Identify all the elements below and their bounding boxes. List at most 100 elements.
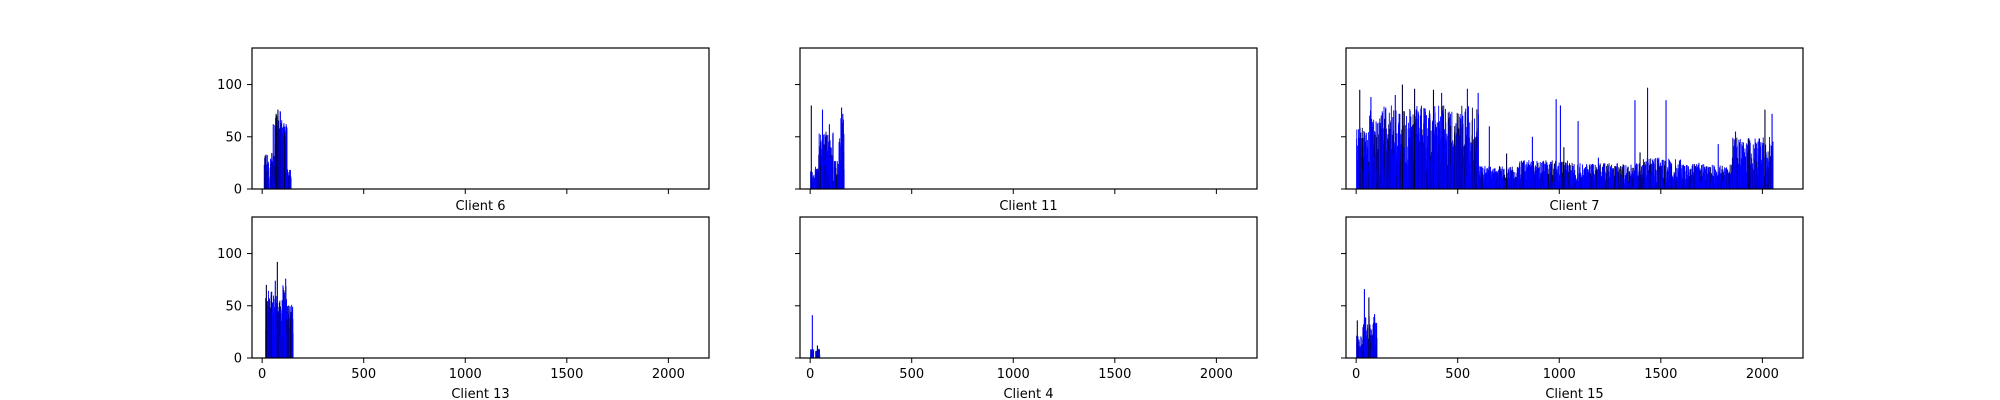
- bar: [1510, 167, 1512, 189]
- y-tick-label: 50: [225, 299, 242, 314]
- bar: [1752, 144, 1754, 189]
- bar: [1373, 119, 1375, 189]
- bar: [1525, 164, 1527, 189]
- x-tick-label: 1500: [550, 367, 583, 382]
- x-tick-label: 1500: [1644, 367, 1677, 382]
- bar: [1378, 122, 1380, 189]
- bar-spike: [1577, 121, 1579, 189]
- bar: [1623, 166, 1625, 189]
- bar: [1714, 166, 1715, 189]
- bar: [813, 349, 815, 358]
- bar: [1655, 170, 1657, 189]
- bar-spike: [1634, 100, 1636, 189]
- bar-spike: [821, 109, 824, 189]
- bar: [1745, 143, 1747, 189]
- bar: [1709, 171, 1711, 189]
- bar: [1429, 119, 1431, 189]
- bar: [1594, 164, 1596, 189]
- x-tick-label: 500: [1445, 367, 1470, 382]
- bar: [1365, 318, 1367, 358]
- bar-spike: [1359, 89, 1361, 189]
- bar: [1497, 176, 1499, 189]
- bar: [1675, 165, 1677, 189]
- bar: [819, 354, 821, 358]
- bar: [1367, 132, 1369, 189]
- bar: [1719, 165, 1721, 189]
- bar-spike: [1414, 88, 1416, 189]
- y-tick-label: 0: [234, 352, 242, 367]
- y-tick-label: 0: [234, 183, 242, 198]
- bar: [1446, 136, 1448, 189]
- bar: [1425, 111, 1426, 189]
- bar: [1671, 163, 1673, 189]
- bar: [1618, 167, 1620, 189]
- bar-spike: [1717, 144, 1719, 189]
- bar-series: [810, 105, 845, 189]
- bar: [1682, 165, 1684, 189]
- plot-frame: [799, 216, 1258, 359]
- bar: [1737, 158, 1739, 189]
- bar-spike: [1356, 320, 1358, 358]
- bar-series: [1356, 84, 1774, 189]
- bar: [1404, 147, 1405, 189]
- bar: [1557, 165, 1559, 189]
- bar-spike: [1394, 95, 1396, 189]
- bar: [292, 333, 294, 358]
- bar: [1743, 152, 1745, 189]
- bar: [1699, 170, 1701, 189]
- bar: [1539, 161, 1541, 189]
- bar: [1546, 174, 1548, 189]
- bar-spike: [270, 295, 272, 358]
- bar: [1653, 159, 1655, 189]
- bar: [1436, 122, 1438, 189]
- x-tick-label: 500: [351, 367, 376, 382]
- bar-spike: [1639, 152, 1641, 189]
- bar: [1636, 163, 1637, 189]
- bar: [1741, 141, 1743, 189]
- bar: [819, 151, 821, 189]
- bar: [1371, 142, 1373, 189]
- bar-spike: [285, 278, 287, 358]
- bar: [1573, 163, 1575, 189]
- bar-spike: [282, 299, 284, 358]
- bar-spike: [1678, 168, 1680, 189]
- bar: [1527, 166, 1529, 189]
- bar: [1681, 164, 1683, 189]
- bar: [1501, 166, 1503, 189]
- x-tick-label: 500: [899, 367, 924, 382]
- bar: [1548, 173, 1550, 189]
- plot-frame: [251, 47, 710, 190]
- bar: [286, 127, 288, 189]
- x-tick-label: 2000: [1746, 367, 1779, 382]
- bar: [1359, 346, 1360, 358]
- bar: [1622, 164, 1624, 189]
- bar: [828, 141, 830, 189]
- bar-spike: [1432, 89, 1435, 189]
- bar: [1414, 119, 1416, 189]
- bar: [1732, 138, 1734, 189]
- bar-spike: [264, 155, 266, 189]
- bar: [827, 134, 829, 189]
- bar: [1611, 167, 1613, 189]
- bar: [1521, 160, 1522, 189]
- bar: [1590, 164, 1592, 189]
- x-tick-label: 0: [806, 367, 814, 382]
- x-tick-label: 1000: [449, 367, 482, 382]
- bar: [1620, 174, 1622, 189]
- bar-spike: [285, 130, 287, 189]
- x-axis-label: Client 7: [1549, 199, 1599, 214]
- y-tick-label: 100: [217, 247, 242, 262]
- bar-spike: [1559, 105, 1561, 189]
- bar: [1761, 159, 1763, 189]
- bar: [265, 298, 267, 358]
- bar: [1754, 138, 1756, 189]
- bar: [1611, 164, 1612, 189]
- bar: [1751, 157, 1753, 189]
- bar: [1471, 107, 1473, 189]
- bar: [1482, 167, 1484, 189]
- bar: [1536, 160, 1538, 189]
- bar: [1709, 167, 1711, 189]
- bar: [1404, 125, 1406, 189]
- bar: [1527, 163, 1529, 189]
